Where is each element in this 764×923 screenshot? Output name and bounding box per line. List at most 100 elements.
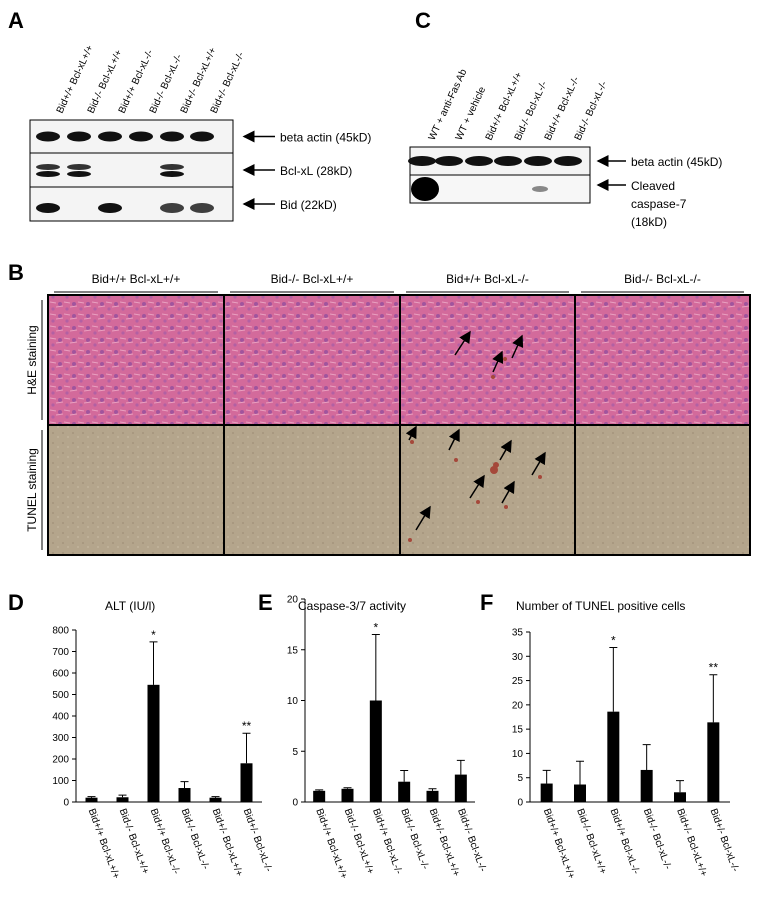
bar — [313, 790, 326, 802]
stained-cell — [476, 500, 480, 504]
bar — [454, 774, 467, 802]
arrow — [405, 425, 417, 441]
stained-cell — [410, 440, 414, 444]
band-label: (18kD) — [631, 215, 667, 229]
band — [67, 171, 91, 177]
chart-title: ALT (IU/l) — [105, 599, 155, 613]
bar — [178, 788, 191, 802]
y-tick-label: 15 — [512, 725, 524, 736]
he-image — [47, 294, 225, 426]
error-bar — [211, 796, 220, 798]
band — [160, 164, 184, 170]
tunel-image — [47, 424, 225, 556]
y-tick-label: 5 — [517, 773, 523, 784]
he-image — [574, 294, 751, 426]
x-tick-label: Bid+/+ Bcl-xL+/+ — [541, 807, 577, 880]
stained-cell — [504, 505, 508, 509]
panel-letter: C — [415, 8, 431, 33]
y-tick-label: 10 — [512, 749, 524, 760]
column-label: Bid+/+ Bcl-xL-/- — [446, 272, 529, 286]
band — [67, 164, 91, 170]
x-tick-label: Bid-/- Bcl-xL+/+ — [574, 807, 608, 876]
y-tick-label: 800 — [52, 626, 69, 637]
arrow — [454, 330, 471, 356]
error-bar — [343, 787, 352, 789]
arrow — [531, 451, 546, 476]
significance: ** — [242, 719, 252, 733]
band — [160, 171, 184, 177]
y-tick-label: 25 — [512, 676, 524, 687]
x-tick-label: Bid+/+ Bcl-xL-/- — [370, 807, 404, 876]
band-label: beta actin (45kD) — [631, 155, 722, 169]
error-bar — [371, 634, 380, 701]
y-tick-label: 5 — [292, 747, 298, 758]
y-tick-label: 0 — [517, 798, 523, 809]
band-label: Cleaved — [631, 179, 675, 193]
band-label: Bid (22kD) — [280, 198, 337, 212]
band — [36, 131, 60, 142]
panel-letter: A — [8, 8, 24, 33]
y-tick-label: 35 — [512, 628, 524, 639]
bar — [147, 684, 160, 802]
bar — [116, 797, 129, 802]
he-image — [223, 294, 401, 426]
y-tick-label: 100 — [52, 776, 69, 787]
band-label: caspase-7 — [631, 197, 687, 211]
arrow — [415, 505, 431, 531]
band — [67, 131, 91, 142]
y-tick-label: 300 — [52, 733, 69, 744]
y-tick-label: 600 — [52, 669, 69, 680]
error-bar — [542, 769, 551, 784]
x-tick-label: Bid+/+ Bcl-xL-/- — [148, 807, 182, 876]
band — [190, 131, 214, 142]
error-bar — [456, 759, 465, 775]
significance: * — [373, 621, 378, 635]
band-label: beta actin (45kD) — [280, 131, 371, 145]
column-label: Bid-/- Bcl-xL-/- — [624, 272, 701, 286]
bar — [85, 797, 98, 802]
band — [98, 203, 122, 213]
x-tick-label: Bid+/+ Bcl-xL+/+ — [86, 807, 122, 880]
stained-cell — [538, 475, 542, 479]
tunel-image — [399, 424, 576, 556]
chart-title: Caspase-3/7 activity — [298, 599, 406, 613]
band-label: Bcl-xL (28kD) — [280, 164, 352, 178]
error-bar — [315, 789, 324, 791]
error-bar — [709, 674, 718, 723]
panel-letter: F — [480, 590, 493, 615]
y-tick-label: 500 — [52, 690, 69, 701]
bar — [674, 792, 686, 802]
error-bar — [676, 780, 684, 793]
panel-letter: E — [258, 590, 273, 615]
error-bar — [118, 794, 127, 798]
bar — [369, 700, 382, 802]
blot — [409, 174, 591, 204]
x-tick-label: Bid-/- Bcl-xL+/+ — [342, 807, 376, 876]
x-tick-label: Bid+/+ Bcl-xL-/- — [608, 807, 642, 876]
lane-label: Bid-/- Bcl-xL-/- — [148, 53, 185, 116]
bar — [640, 769, 653, 802]
panel-letter: B — [8, 260, 24, 285]
band — [36, 203, 60, 213]
y-tick-label: 15 — [287, 645, 299, 656]
tunel-image — [574, 424, 751, 556]
stained-cell — [491, 375, 495, 379]
x-tick-label: Bid+/- Bcl-xL+/+ — [674, 807, 709, 878]
error-bar — [428, 788, 437, 791]
stained-cell — [408, 538, 412, 542]
x-tick-label: Bid-/- Bcl-xL-/- — [179, 807, 211, 871]
column-label: Bid+/+ Bcl-xL+/+ — [92, 272, 181, 286]
error-bar — [400, 770, 409, 782]
y-tick-label: 0 — [63, 798, 69, 809]
band — [435, 156, 463, 166]
arrow — [448, 428, 460, 451]
bar — [341, 788, 354, 802]
band — [465, 156, 493, 166]
band — [160, 131, 184, 142]
lane-label: Bid+/- Bcl-xL-/- — [209, 50, 247, 115]
panel-letter: D — [8, 590, 24, 615]
blot — [29, 152, 234, 188]
stained-cell — [490, 466, 498, 474]
bar — [240, 763, 253, 802]
